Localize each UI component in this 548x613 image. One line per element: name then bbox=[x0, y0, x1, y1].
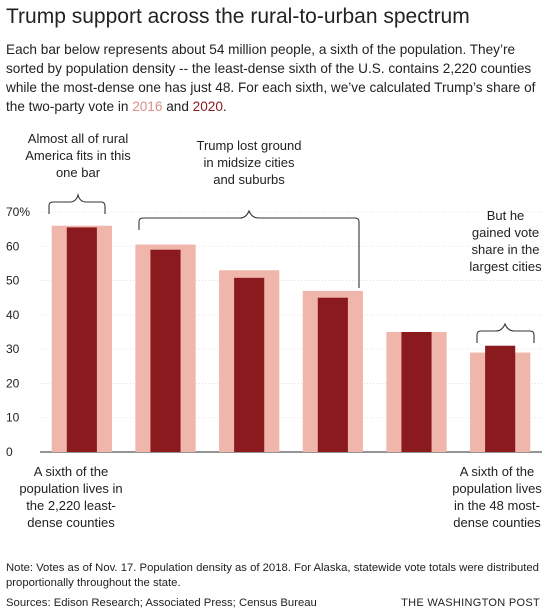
intro-year-2016: 2016 bbox=[132, 99, 163, 114]
y-tick-label: 50 bbox=[6, 274, 20, 288]
intro-year-2020: 2020 bbox=[192, 99, 223, 114]
chart-intro: Each bar below represents about 54 milli… bbox=[6, 40, 542, 116]
bar-2020 bbox=[150, 249, 181, 452]
intro-end: . bbox=[222, 99, 227, 114]
footnote: Note: Votes as of Nov. 17. Population de… bbox=[6, 562, 539, 589]
gridlines bbox=[40, 211, 542, 453]
bar-2020 bbox=[401, 332, 432, 452]
y-tick-label: 30 bbox=[6, 342, 20, 356]
annotation-largest: But he gained vote share in the largest … bbox=[469, 208, 542, 274]
y-axis: 0 10 20 30 40 50 60 70% bbox=[6, 205, 30, 459]
y-tick-label: 60 bbox=[6, 239, 20, 253]
midsize-bracket bbox=[138, 209, 360, 288]
intro-and: and bbox=[162, 99, 193, 114]
bar-2020 bbox=[66, 227, 97, 452]
annotation-rural: Almost all of rural America fits in this… bbox=[25, 131, 131, 180]
rural-bracket bbox=[48, 193, 106, 214]
bars bbox=[51, 225, 531, 452]
annotation-brackets bbox=[48, 193, 535, 343]
annotation-most-dense: A sixth of the population lives in the 4… bbox=[452, 464, 542, 530]
largest-bracket bbox=[476, 322, 535, 343]
y-tick-label: 70% bbox=[6, 205, 30, 219]
y-tick-label: 40 bbox=[6, 308, 20, 322]
y-tick-label: 20 bbox=[6, 376, 20, 390]
publisher-logo: THE WASHINGTON POST bbox=[401, 597, 540, 609]
bar-2020 bbox=[234, 277, 265, 452]
bar-2020 bbox=[485, 345, 516, 452]
annotation-midsize: Trump lost ground in midsize cities and … bbox=[196, 138, 302, 187]
bar-2020 bbox=[317, 297, 348, 452]
y-tick-label: 0 bbox=[6, 445, 13, 459]
sources: Sources: Edison Research; Associated Pre… bbox=[6, 597, 317, 609]
annotation-least-dense: A sixth of the population lives in the 2… bbox=[19, 464, 123, 530]
intro-text: Each bar below represents about 54 milli… bbox=[6, 42, 536, 114]
chart-title: Trump support across the rural-to-urban … bbox=[6, 5, 470, 28]
y-tick-label: 10 bbox=[6, 411, 20, 425]
